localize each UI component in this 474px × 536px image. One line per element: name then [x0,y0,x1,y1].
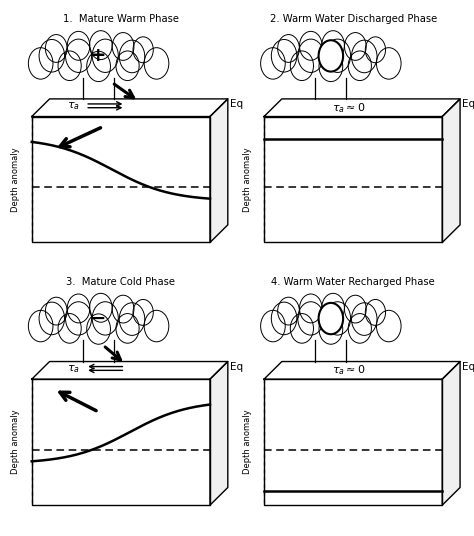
Ellipse shape [39,40,64,72]
Ellipse shape [298,39,324,72]
Text: Depth anomaly: Depth anomaly [10,410,19,474]
Text: Depth anomaly: Depth anomaly [243,147,252,212]
Ellipse shape [28,310,53,342]
Bar [315,340,346,362]
Polygon shape [32,362,228,379]
Ellipse shape [39,302,64,334]
Ellipse shape [322,31,345,59]
Text: 1.  Mature Warm Phase: 1. Mature Warm Phase [63,14,179,25]
Text: Eq: Eq [462,362,474,371]
Ellipse shape [58,314,81,343]
Polygon shape [32,99,228,116]
Ellipse shape [322,293,345,322]
Ellipse shape [345,295,366,323]
Ellipse shape [319,303,343,334]
Text: 2. Warm Water Discharged Phase: 2. Warm Water Discharged Phase [270,14,437,25]
Text: −: − [91,309,107,328]
Text: $\tau_a\approx 0$: $\tau_a\approx 0$ [332,363,365,377]
Ellipse shape [116,51,139,80]
Ellipse shape [92,39,118,72]
Ellipse shape [58,51,81,80]
Ellipse shape [46,297,67,325]
Polygon shape [264,362,460,379]
Text: 3.  Mature Cold Phase: 3. Mature Cold Phase [66,277,175,287]
Ellipse shape [87,314,110,344]
Ellipse shape [348,314,372,343]
Ellipse shape [133,300,153,325]
Text: Eq: Eq [230,362,243,371]
Ellipse shape [345,33,366,61]
Text: Eq: Eq [230,99,243,109]
Polygon shape [264,116,442,242]
Ellipse shape [261,310,285,342]
Text: $\tau_a$: $\tau_a$ [67,101,80,113]
Polygon shape [32,379,210,505]
Ellipse shape [352,303,377,336]
Ellipse shape [261,48,285,79]
Text: Depth anomaly: Depth anomaly [243,410,252,474]
Ellipse shape [67,31,90,60]
Ellipse shape [376,310,401,342]
Text: +: + [91,47,107,65]
Ellipse shape [67,294,90,323]
Ellipse shape [28,48,53,79]
Bar [315,78,346,99]
Ellipse shape [144,48,169,79]
Text: Eq: Eq [462,99,474,109]
Ellipse shape [319,314,343,344]
Ellipse shape [116,314,139,343]
Ellipse shape [365,37,385,63]
Polygon shape [442,362,460,505]
Ellipse shape [325,302,351,335]
Ellipse shape [112,295,134,323]
Bar [83,340,114,362]
Polygon shape [442,99,460,242]
Ellipse shape [376,48,401,79]
Ellipse shape [271,40,297,72]
Ellipse shape [298,302,324,335]
Ellipse shape [290,51,313,80]
Ellipse shape [348,51,372,80]
Polygon shape [210,362,228,505]
Ellipse shape [112,33,134,61]
Text: $\tau_a\approx 0$: $\tau_a\approx 0$ [332,101,365,115]
Ellipse shape [319,51,343,81]
Ellipse shape [365,300,385,325]
Ellipse shape [325,39,351,72]
Ellipse shape [278,297,300,325]
Ellipse shape [271,302,297,334]
Text: 4. Warm Water Recharged Phase: 4. Warm Water Recharged Phase [271,277,435,287]
Text: $\tau_a$: $\tau_a$ [67,363,80,375]
Bar [83,78,114,99]
Ellipse shape [92,302,118,335]
Ellipse shape [119,303,145,336]
Text: Depth anomaly: Depth anomaly [10,147,19,212]
Polygon shape [32,116,210,242]
Ellipse shape [90,293,112,322]
Ellipse shape [290,314,313,343]
Ellipse shape [278,34,300,62]
Polygon shape [264,99,460,116]
Ellipse shape [133,37,153,63]
Ellipse shape [300,31,322,60]
Ellipse shape [65,39,91,72]
Ellipse shape [65,302,91,335]
Ellipse shape [90,31,112,59]
Ellipse shape [352,40,377,73]
Polygon shape [210,99,228,242]
Polygon shape [264,379,442,505]
Ellipse shape [46,34,67,62]
Ellipse shape [300,294,322,323]
Ellipse shape [319,40,343,72]
Ellipse shape [144,310,169,342]
Ellipse shape [119,40,145,73]
Ellipse shape [87,51,110,81]
